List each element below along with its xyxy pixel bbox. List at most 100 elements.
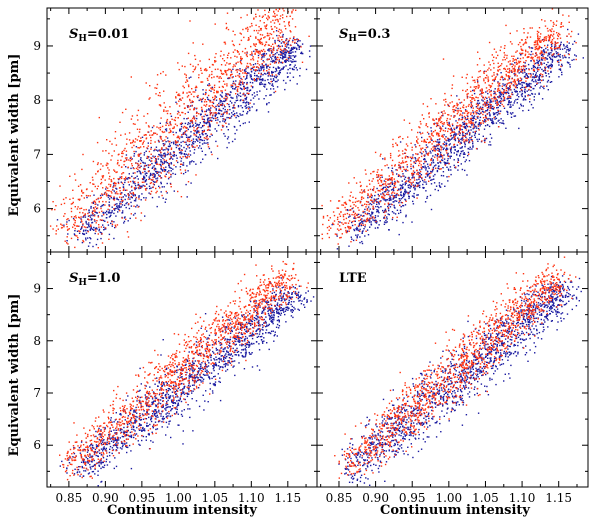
scatter-point	[468, 122, 470, 124]
scatter-point	[471, 94, 473, 96]
scatter-point	[478, 110, 481, 112]
scatter-point	[498, 113, 500, 115]
scatter-point	[525, 74, 527, 76]
scatter-point	[245, 87, 247, 89]
scatter-point	[138, 195, 140, 197]
scatter-point	[130, 142, 132, 144]
scatter-point	[287, 40, 290, 42]
scatter-point	[446, 119, 448, 122]
scatter-point	[201, 81, 204, 83]
scatter-point	[74, 246, 76, 249]
scatter-point	[192, 117, 194, 120]
scatter-point	[193, 109, 195, 111]
scatter-point	[210, 112, 213, 114]
scatter-point	[185, 134, 188, 136]
scatter-point	[184, 65, 186, 68]
scatter-point	[145, 179, 148, 181]
scatter-point	[400, 201, 402, 204]
scatter-point	[353, 220, 355, 222]
scatter-point	[520, 94, 523, 96]
scatter-point	[253, 78, 255, 80]
scatter-point	[189, 125, 191, 127]
scatter-point	[419, 180, 421, 183]
scatter-point	[222, 58, 224, 60]
scatter-point	[118, 187, 121, 189]
scatter-point	[239, 80, 241, 82]
scatter-point	[145, 197, 147, 199]
scatter-point	[423, 181, 425, 183]
scatter-point	[433, 119, 435, 122]
scatter-point	[257, 9, 259, 11]
scatter-point	[449, 124, 451, 126]
scatter-point	[386, 216, 388, 218]
scatter-point	[382, 209, 384, 212]
scatter-point	[433, 123, 435, 126]
scatter-point	[133, 205, 135, 207]
scatter-point	[226, 57, 229, 59]
scatter-point	[442, 175, 445, 177]
scatter-point	[533, 69, 535, 72]
scatter-point	[80, 228, 82, 230]
scatter-point	[362, 220, 364, 222]
scatter-point	[132, 140, 134, 143]
scatter-point	[278, 62, 280, 64]
scatter-point	[285, 65, 287, 67]
scatter-point	[194, 117, 196, 119]
scatter-point	[423, 141, 425, 143]
scatter-point	[203, 101, 206, 103]
scatter-point	[166, 118, 169, 121]
scatter-point	[382, 188, 384, 190]
scatter-point	[83, 209, 85, 211]
scatter-point	[260, 72, 262, 75]
scatter-point	[201, 110, 204, 113]
scatter-point	[492, 120, 494, 123]
scatter-point	[85, 232, 88, 234]
scatter-point	[210, 107, 212, 109]
scatter-point	[532, 56, 534, 59]
scatter-point	[432, 175, 435, 177]
scatter-point	[221, 73, 224, 75]
scatter-point	[531, 27, 533, 29]
scatter-point	[541, 19, 543, 21]
scatter-point	[251, 25, 253, 27]
scatter-point	[412, 172, 414, 174]
scatter-point	[175, 166, 177, 168]
scatter-point	[88, 211, 90, 214]
scatter-point	[218, 108, 221, 110]
scatter-point	[143, 146, 145, 148]
scatter-point	[230, 117, 232, 119]
scatter-point	[515, 85, 518, 87]
scatter-point	[256, 66, 258, 68]
scatter-point	[421, 136, 423, 139]
scatter-point	[210, 90, 212, 92]
scatter-point	[121, 155, 123, 158]
scatter-point	[252, 69, 255, 71]
scatter-point	[446, 139, 448, 142]
scatter-point	[117, 181, 120, 184]
scatter-point	[117, 178, 119, 180]
scatter-point	[374, 215, 377, 217]
scatter-point	[108, 152, 110, 155]
scatter-point	[245, 54, 248, 56]
scatter-point	[129, 198, 131, 200]
scatter-point	[264, 79, 266, 82]
scatter-point	[370, 223, 372, 225]
scatter-point	[240, 81, 242, 84]
scatter-point	[534, 66, 536, 69]
scatter-point	[446, 148, 449, 150]
scatter-point	[373, 202, 375, 204]
scatter-point	[467, 130, 470, 133]
scatter-point	[288, 47, 290, 49]
scatter-point	[414, 157, 416, 159]
scatter-point	[232, 113, 234, 116]
scatter-point	[416, 140, 418, 143]
scatter-point	[566, 44, 568, 47]
scatter-point	[95, 222, 97, 224]
scatter-point	[461, 137, 463, 139]
scatter-point	[434, 154, 437, 156]
y-tick-label: 9	[33, 39, 41, 53]
scatter-point	[400, 176, 402, 178]
scatter-point	[198, 74, 200, 76]
scatter-point	[98, 211, 101, 214]
scatter-point	[497, 96, 499, 98]
